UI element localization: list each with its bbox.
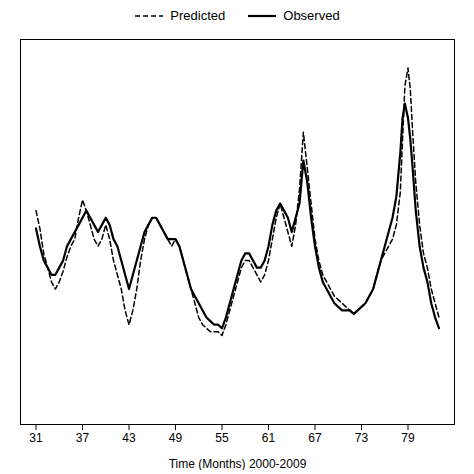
html-text:Observed: Observed (283, 8, 340, 23)
svg-text:37: 37 (76, 431, 90, 445)
svg-text:61: 61 (262, 431, 276, 445)
html-text:Predicted: Predicted (170, 8, 226, 23)
svg-text:43: 43 (122, 431, 136, 445)
svg-text:67: 67 (308, 431, 322, 445)
svg-text:49: 49 (169, 431, 183, 445)
svg-text:31: 31 (29, 431, 43, 445)
svg-text:79: 79 (401, 431, 415, 445)
svg-text:55: 55 (215, 431, 229, 445)
svg-text:73: 73 (355, 431, 369, 445)
svg-text:Time (Months) 2000-2009: Time (Months) 2000-2009 (169, 457, 307, 471)
